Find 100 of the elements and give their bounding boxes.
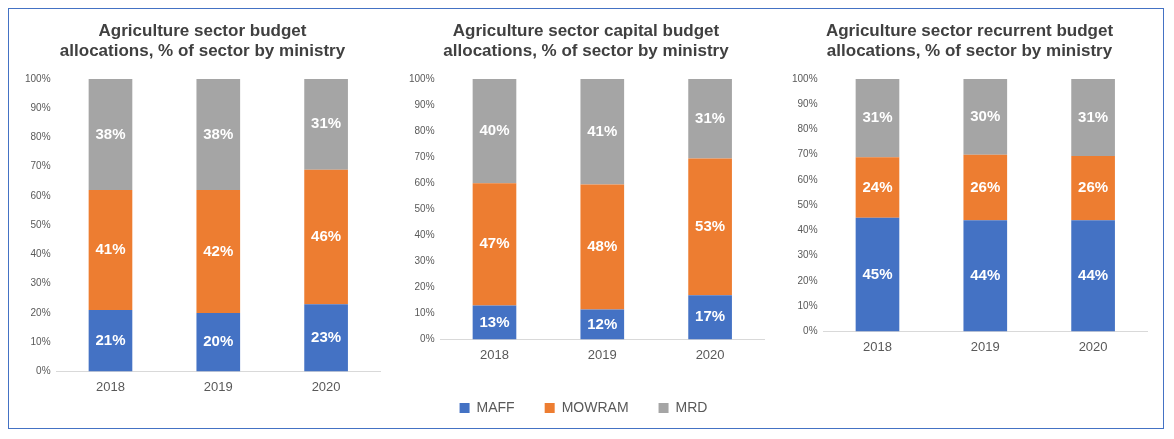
- bar: [304, 304, 348, 372]
- data-label: 42%: [203, 241, 234, 259]
- y-tick-label: 90%: [797, 97, 818, 109]
- bar: [855, 157, 900, 218]
- data-label: 41%: [586, 121, 617, 139]
- data-label: 30%: [970, 107, 1001, 124]
- data-label: 53%: [694, 216, 725, 234]
- data-label: 45%: [862, 264, 893, 282]
- y-tick-label: 100%: [408, 72, 435, 84]
- bar: [472, 183, 516, 306]
- y-tick-label: 40%: [414, 228, 435, 240]
- y-tick-label: 30%: [414, 255, 435, 267]
- bar: [855, 217, 900, 332]
- bar: [855, 79, 900, 158]
- y-tick-label: 80%: [30, 131, 51, 143]
- x-tick-label: 2018: [863, 338, 892, 354]
- data-label: 47%: [478, 234, 509, 252]
- data-label: 41%: [95, 240, 126, 258]
- y-tick-label: 70%: [414, 150, 435, 162]
- data-label: 31%: [862, 108, 893, 126]
- bar: [88, 79, 133, 191]
- y-tick-label: 100%: [25, 72, 51, 84]
- data-label: 21%: [95, 330, 126, 348]
- data-label: 26%: [970, 177, 1001, 195]
- y-tick-label: 60%: [30, 189, 51, 201]
- y-tick-label: 20%: [30, 306, 51, 318]
- y-tick-label: 10%: [414, 307, 435, 319]
- bar: [88, 190, 133, 310]
- y-tick-label: 20%: [414, 281, 435, 293]
- bar: [963, 220, 1008, 332]
- y-tick-label: 30%: [797, 249, 818, 261]
- x-tick-label: 2018: [479, 346, 509, 362]
- bar: [88, 310, 133, 372]
- data-label: 38%: [203, 124, 234, 142]
- y-tick-label: 40%: [30, 248, 51, 260]
- y-tick-label: 70%: [797, 148, 818, 160]
- bar: [579, 184, 624, 310]
- x-tick-label: 2020: [1078, 338, 1108, 354]
- y-tick-label: 10%: [797, 299, 818, 311]
- x-tick-label: 2020: [695, 346, 725, 362]
- bar: [1071, 220, 1115, 332]
- y-tick-label: 50%: [414, 202, 435, 214]
- data-label: 40%: [478, 121, 509, 139]
- bar: [196, 190, 241, 313]
- bar: [304, 79, 348, 170]
- x-tick-label: 2020: [311, 378, 341, 394]
- data-label: 20%: [203, 332, 234, 350]
- bar: [687, 295, 732, 340]
- data-label: 31%: [1078, 107, 1109, 125]
- y-tick-label: 50%: [30, 218, 51, 230]
- bar: [963, 79, 1008, 155]
- bar: [196, 79, 241, 191]
- y-tick-label: 90%: [414, 98, 435, 110]
- y-tick-label: 80%: [797, 123, 818, 135]
- data-label: 38%: [95, 124, 126, 142]
- y-tick-label: 60%: [414, 176, 435, 188]
- data-label: 46%: [311, 227, 342, 245]
- y-tick-label: 0%: [36, 365, 51, 377]
- y-tick-label: 40%: [797, 224, 818, 236]
- y-tick-label: 80%: [414, 124, 435, 136]
- y-tick-label: 100%: [792, 72, 818, 84]
- y-tick-label: 0%: [419, 333, 435, 345]
- bar: [472, 79, 516, 184]
- y-tick-label: 50%: [797, 198, 818, 210]
- y-tick-label: 10%: [30, 335, 51, 347]
- legend-label: MRD: [675, 398, 707, 415]
- y-tick-label: 90%: [30, 101, 51, 113]
- y-tick-label: 30%: [30, 277, 51, 289]
- y-tick-label: 20%: [797, 274, 818, 286]
- legend-label: MOWRAM: [561, 398, 629, 415]
- y-tick-label: 60%: [797, 173, 818, 185]
- bar: [1071, 79, 1115, 156]
- data-label: 44%: [970, 266, 1001, 284]
- data-label: 31%: [694, 108, 725, 126]
- x-tick-label: 2019: [587, 346, 617, 362]
- bar: [579, 79, 624, 185]
- data-label: 48%: [586, 237, 617, 255]
- legend-label: MAFF: [476, 398, 515, 415]
- bar: [963, 154, 1008, 221]
- data-label: 26%: [1078, 178, 1109, 196]
- data-label: 12%: [586, 314, 617, 332]
- x-tick-label: 2019: [970, 338, 1000, 354]
- bar: [687, 158, 732, 296]
- bar: [687, 79, 732, 159]
- chart-title: Agriculture sector budget allocations, % of sector by ministry: [58, 21, 347, 61]
- data-label: 17%: [694, 307, 725, 325]
- x-tick-label: 2019: [203, 378, 233, 394]
- data-label: 23%: [311, 327, 342, 345]
- bar: [304, 169, 348, 305]
- chart-title: Agriculture sector recurrent budget allocations, % of sector by ministry: [824, 21, 1115, 61]
- data-label: 13%: [478, 312, 509, 330]
- y-tick-label: 70%: [30, 160, 51, 172]
- chart-title: Agriculture sector capital budget allocations, % of sector by ministry: [442, 21, 730, 61]
- y-tick-label: 0%: [803, 325, 818, 337]
- x-tick-label: 2018: [96, 378, 125, 394]
- bar: [196, 312, 241, 372]
- data-label: 31%: [311, 114, 342, 132]
- bar: [1071, 155, 1115, 221]
- data-label: 24%: [862, 177, 893, 195]
- data-label: 44%: [1078, 266, 1109, 284]
